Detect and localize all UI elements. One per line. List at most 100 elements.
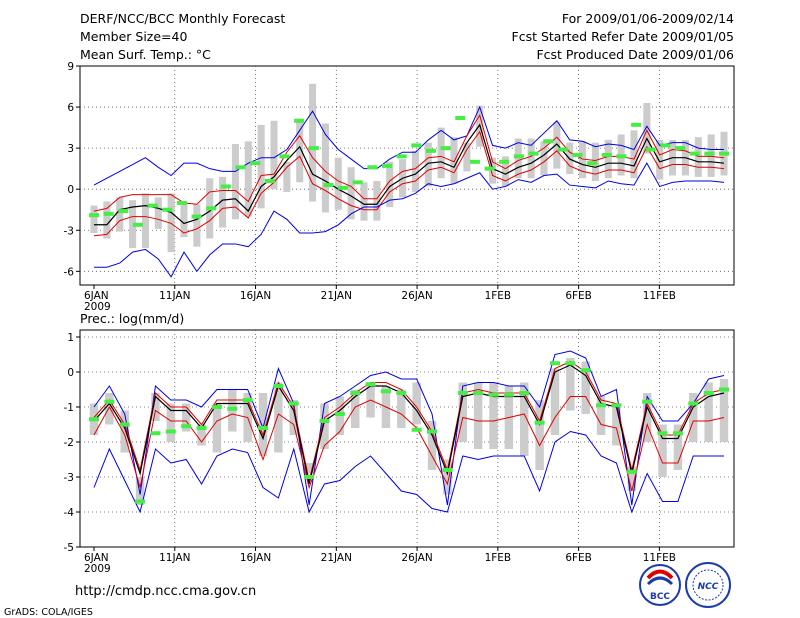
- ensemble-box: [540, 141, 548, 176]
- y-tick-label: 6: [67, 102, 74, 114]
- observed-marker: [543, 139, 554, 144]
- observed-marker: [258, 426, 269, 430]
- series-line-min: [94, 162, 725, 278]
- x-tick-label: 16JAN: [240, 290, 271, 302]
- observed-marker: [250, 161, 261, 166]
- precip-label: Prec.: log(mm/d): [80, 311, 184, 326]
- ensemble-box: [443, 459, 452, 495]
- ensemble-box: [579, 141, 587, 179]
- x-tick-label: 26JAN: [401, 290, 432, 302]
- x-tick-label: 16JAN: [240, 552, 271, 564]
- x-tick-label: 21JAN: [321, 552, 352, 564]
- observed-marker: [411, 143, 422, 148]
- observed-marker: [473, 391, 484, 395]
- ensemble-box: [304, 463, 314, 474]
- x-tick-label: 26JAN: [401, 552, 432, 564]
- series-line-lower: [93, 396, 725, 492]
- observed-marker: [227, 406, 238, 411]
- ensemble-box: [489, 382, 498, 449]
- x-tick-label: 11FEB: [643, 552, 676, 564]
- observed-marker: [616, 154, 627, 159]
- ensemble-box: [373, 180, 381, 221]
- ncc-logo-text: NCC: [698, 582, 719, 592]
- observed-marker: [642, 399, 653, 404]
- ensemble-box: [397, 389, 406, 428]
- observed-marker: [242, 398, 253, 402]
- y-tick-label: -3: [64, 225, 74, 237]
- observed-marker: [196, 426, 207, 430]
- observed-marker: [549, 361, 560, 366]
- ensemble-box: [289, 400, 298, 435]
- x-tick-label: 6JAN: [84, 290, 109, 302]
- grads-credit: GrADS: COLA/IGES: [4, 607, 93, 618]
- series-line-mean: [94, 123, 725, 226]
- ensemble-box: [656, 139, 664, 180]
- observed-marker: [323, 183, 334, 188]
- x-tick-label: 11JAN: [159, 552, 190, 564]
- ensemble-box: [360, 182, 368, 221]
- y-tick-label: -6: [64, 266, 75, 278]
- ensemble-box: [296, 122, 304, 183]
- observed-marker: [645, 147, 656, 152]
- ensemble-box: [320, 403, 329, 449]
- ensemble-box: [437, 127, 445, 179]
- observed-marker: [308, 146, 319, 151]
- observed-marker: [704, 151, 715, 156]
- x-tick-label: 6JAN: [84, 552, 109, 564]
- observed-marker: [427, 429, 438, 434]
- x-tick-label: 2009: [84, 563, 111, 575]
- ensemble-box: [424, 142, 432, 187]
- observed-marker: [499, 159, 510, 164]
- observed-marker: [165, 429, 176, 434]
- x-tick-label: 6FEB: [565, 290, 592, 302]
- observed-marker: [572, 152, 583, 157]
- ensemble-box: [535, 400, 544, 470]
- forecast-period: For 2009/01/06-2009/02/14: [562, 11, 734, 26]
- observed-marker: [519, 391, 530, 395]
- ensemble-box: [596, 396, 606, 435]
- observed-marker: [181, 424, 192, 429]
- ensemble-box: [642, 393, 652, 442]
- observed-marker: [513, 154, 524, 159]
- ensemble-box: [520, 382, 529, 456]
- y-tick-label: -1: [64, 402, 74, 414]
- refer-date: Fcst Started Refer Date 2009/01/05: [512, 29, 735, 44]
- observed-marker: [211, 405, 222, 409]
- y-tick-label: 3: [67, 143, 74, 155]
- footer-url[interactable]: http://cmdp.ncc.cma.gov.cn: [75, 584, 256, 599]
- ensemble-box: [612, 403, 621, 446]
- ensemble-box: [501, 156, 509, 187]
- observed-marker: [382, 163, 393, 168]
- observed-marker: [534, 420, 545, 425]
- observed-marker: [235, 165, 246, 170]
- ensemble-box: [105, 393, 114, 425]
- ensemble-box: [694, 137, 702, 177]
- observed-marker: [89, 213, 99, 218]
- x-tick-label: 1FEB: [485, 290, 512, 302]
- ensemble-box: [719, 379, 729, 442]
- y-tick-label: -2: [64, 437, 74, 449]
- ensemble-box: [489, 157, 497, 184]
- observed-marker: [660, 143, 671, 148]
- observed-marker: [206, 206, 217, 211]
- ensemble-box: [627, 466, 637, 491]
- bcc-logo-text: BCC: [650, 592, 670, 602]
- ensemble-box: [193, 204, 201, 247]
- ensemble-box: [450, 137, 458, 184]
- y-tick-label: 1: [67, 332, 74, 344]
- ensemble-box: [90, 205, 98, 233]
- observed-marker: [176, 200, 187, 205]
- member-size: Member Size=40: [80, 29, 187, 44]
- ensemble-box: [116, 197, 124, 232]
- ensemble-box: [673, 424, 683, 470]
- chart-title: DERF/NCC/BCC Monthly Forecast: [80, 11, 285, 26]
- observed-marker: [442, 468, 453, 472]
- y-tick-label: 0: [67, 367, 74, 379]
- ensemble-box: [180, 204, 188, 238]
- observed-marker: [104, 399, 115, 404]
- observed-marker: [440, 146, 451, 151]
- observed-marker: [220, 184, 231, 189]
- observed-marker: [304, 475, 315, 479]
